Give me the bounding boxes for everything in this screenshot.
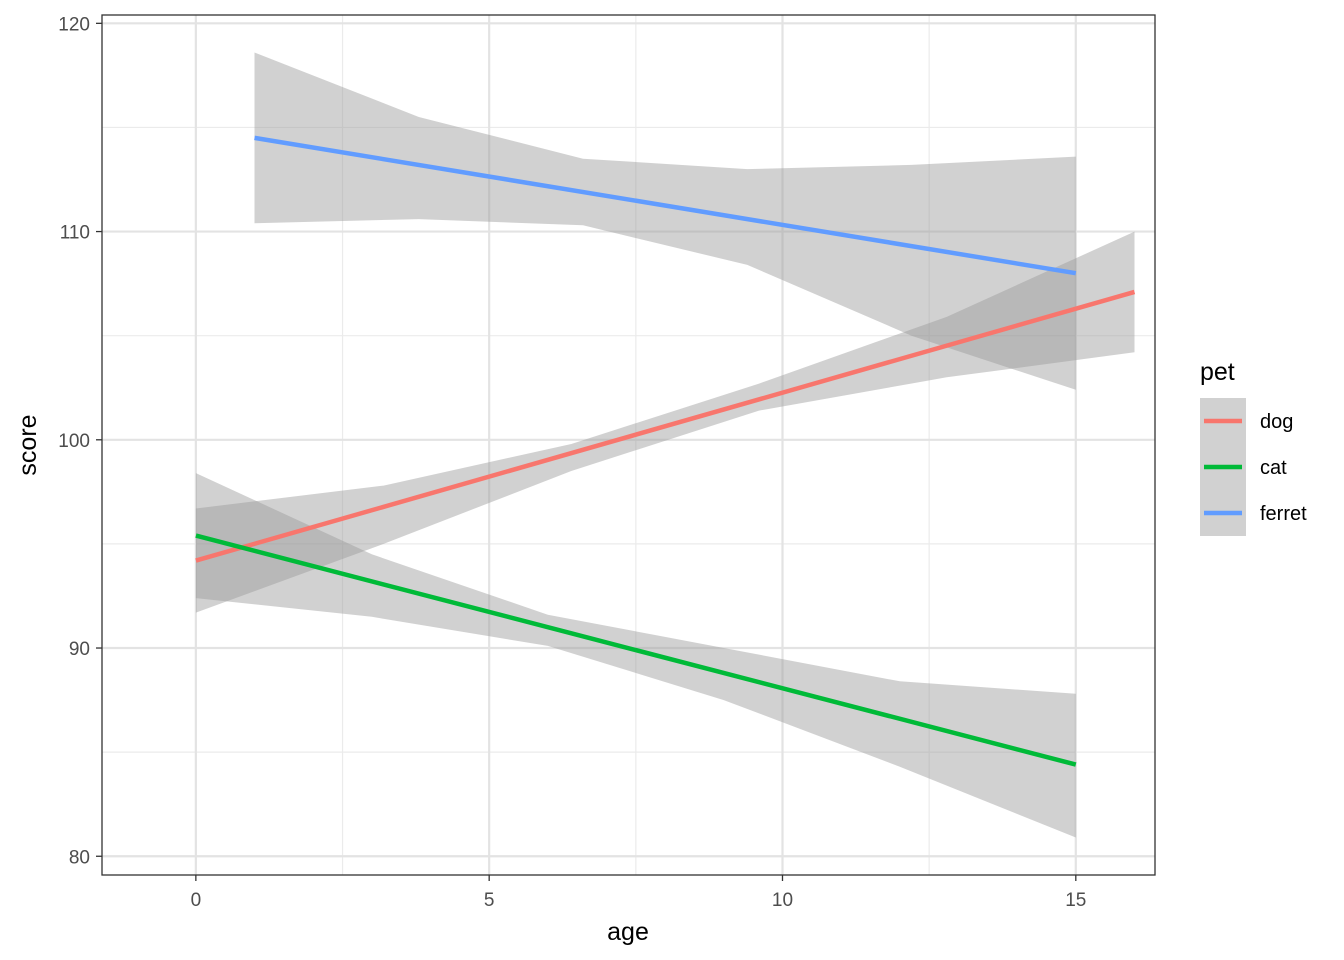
y-tick-label: 100 [58, 431, 90, 452]
legend-label-ferret: ferret [1260, 503, 1307, 525]
confidence-band-ferret [254, 52, 1076, 390]
confidence-band-cat [195, 473, 1076, 838]
legend-label-dog: dog [1260, 411, 1293, 433]
x-tick-label: 0 [191, 890, 202, 911]
x-axis-title: age [607, 918, 649, 946]
x-axis: 0 5 10 15 [191, 875, 1086, 911]
grid-major [102, 15, 1155, 875]
y-tick-label: 90 [69, 639, 90, 660]
y-tick-label: 80 [69, 847, 90, 868]
legend: pet dog cat ferret [1200, 358, 1307, 536]
legend-title: pet [1200, 358, 1235, 386]
plot-background [102, 15, 1155, 875]
plot-border [101, 14, 1156, 876]
x-tick-label: 5 [484, 890, 495, 911]
x-tick-label: 15 [1065, 890, 1086, 911]
y-axis: 80 90 100 110 120 [58, 14, 102, 868]
y-tick-label: 120 [58, 14, 90, 35]
legend-label-cat: cat [1260, 457, 1287, 479]
confidence-bands [195, 52, 1135, 838]
x-tick-label: 10 [772, 890, 793, 911]
series-line-dog [195, 289, 1136, 563]
y-axis-title: score [14, 414, 42, 475]
confidence-band-dog [195, 231, 1135, 613]
series-line-ferret [254, 135, 1077, 276]
series-lines [195, 135, 1136, 767]
y-tick-label: 110 [60, 223, 90, 244]
series-line-cat [195, 533, 1077, 767]
